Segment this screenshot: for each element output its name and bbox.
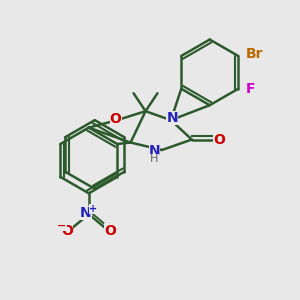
- Text: O: O: [213, 133, 225, 146]
- Text: N: N: [167, 111, 178, 125]
- Text: N: N: [80, 206, 92, 220]
- Text: O: O: [104, 224, 116, 238]
- Text: Br: Br: [246, 47, 263, 61]
- Text: H: H: [150, 154, 159, 164]
- Text: O: O: [61, 224, 73, 238]
- Text: +: +: [89, 204, 97, 214]
- Text: O: O: [110, 112, 122, 126]
- Text: −: −: [57, 221, 67, 231]
- Text: F: F: [246, 82, 255, 96]
- Text: N: N: [149, 145, 160, 158]
